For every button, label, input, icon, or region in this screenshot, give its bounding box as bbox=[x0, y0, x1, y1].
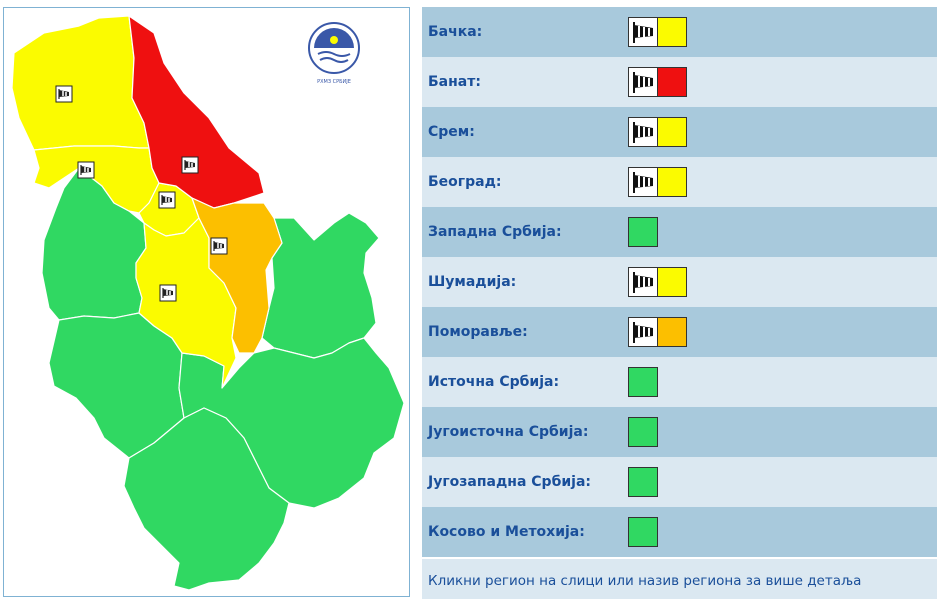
region-name[interactable]: Поморавље: bbox=[428, 324, 528, 340]
region-row-jugoistocna[interactable]: Југоисточна Србија: bbox=[422, 407, 937, 457]
warning-level-swatch bbox=[657, 267, 687, 297]
region-row-zapadna[interactable]: Западна Србија: bbox=[422, 207, 937, 257]
region-name[interactable]: Косово и Метохија: bbox=[428, 524, 585, 540]
region-name[interactable]: Шумадија: bbox=[428, 274, 517, 290]
region-name[interactable]: Београд: bbox=[428, 174, 502, 190]
map-wind-pomoravlje-icon[interactable] bbox=[210, 237, 228, 255]
map-region-backa[interactable] bbox=[11, 15, 150, 151]
map-region-sumadija[interactable] bbox=[135, 217, 237, 389]
warning-map: РХМЗ СРБИЈЕ bbox=[3, 7, 410, 597]
windsock-icon bbox=[628, 17, 658, 47]
region-row-pomoravlje[interactable]: Поморавље: bbox=[422, 307, 937, 357]
region-row-sumadija[interactable]: Шумадија: bbox=[422, 257, 937, 307]
windsock-icon bbox=[628, 167, 658, 197]
warning-level-swatch bbox=[657, 117, 687, 147]
serbia-map: РХМЗ СРБИЈЕ bbox=[11, 15, 405, 591]
warning-level-swatch bbox=[628, 517, 658, 547]
warning-level-swatch bbox=[657, 167, 687, 197]
map-wind-sumadija-icon[interactable] bbox=[159, 284, 177, 302]
map-region-pomoravlje[interactable] bbox=[191, 197, 283, 354]
map-wind-srem-icon[interactable] bbox=[77, 161, 95, 179]
warning-level-swatch bbox=[657, 17, 687, 47]
map-wind-banat-icon[interactable] bbox=[181, 156, 199, 174]
windsock-icon bbox=[628, 67, 658, 97]
region-row-backa[interactable]: Бачка: bbox=[422, 7, 937, 57]
rhmz-logo-icon: РХМЗ СРБИЈЕ bbox=[308, 22, 360, 85]
region-row-kosovo[interactable]: Косово и Метохија: bbox=[422, 507, 937, 557]
region-row-jugozapadna[interactable]: Југозападна Србија: bbox=[422, 457, 937, 507]
windsock-icon bbox=[628, 267, 658, 297]
map-region-kosovo[interactable] bbox=[123, 407, 290, 591]
region-row-srem[interactable]: Срем: bbox=[422, 107, 937, 157]
footer-hint: Кликни регион на слици или назив региона… bbox=[422, 559, 937, 599]
warning-level-swatch bbox=[628, 217, 658, 247]
region-name[interactable]: Банат: bbox=[428, 74, 481, 90]
region-name[interactable]: Западна Србија: bbox=[428, 224, 562, 240]
map-wind-backa-icon[interactable] bbox=[55, 85, 73, 103]
windsock-icon bbox=[628, 317, 658, 347]
footer-hint-text: Кликни регион на слици или назив региона… bbox=[428, 573, 862, 589]
region-name[interactable]: Срем: bbox=[428, 124, 475, 140]
warning-level-swatch bbox=[628, 467, 658, 497]
region-name[interactable]: Бачка: bbox=[428, 24, 483, 40]
region-row-banat[interactable]: Банат: bbox=[422, 57, 937, 107]
warning-level-swatch bbox=[657, 317, 687, 347]
region-name[interactable]: Југозападна Србија: bbox=[428, 474, 591, 490]
region-name[interactable]: Југоисточна Србија: bbox=[428, 424, 589, 440]
region-name[interactable]: Источна Србија: bbox=[428, 374, 560, 390]
warning-level-swatch bbox=[628, 417, 658, 447]
windsock-icon bbox=[628, 117, 658, 147]
region-row-istocna[interactable]: Источна Србија: bbox=[422, 357, 937, 407]
region-warning-table: Бачка: Банат: Срем: Београд: Западна Срб… bbox=[422, 7, 937, 599]
region-row-beograd[interactable]: Београд: bbox=[422, 157, 937, 207]
map-wind-beograd-icon[interactable] bbox=[158, 191, 176, 209]
logo-caption: РХМЗ СРБИЈЕ bbox=[317, 79, 351, 85]
warning-level-swatch bbox=[628, 367, 658, 397]
warning-level-swatch bbox=[657, 67, 687, 97]
